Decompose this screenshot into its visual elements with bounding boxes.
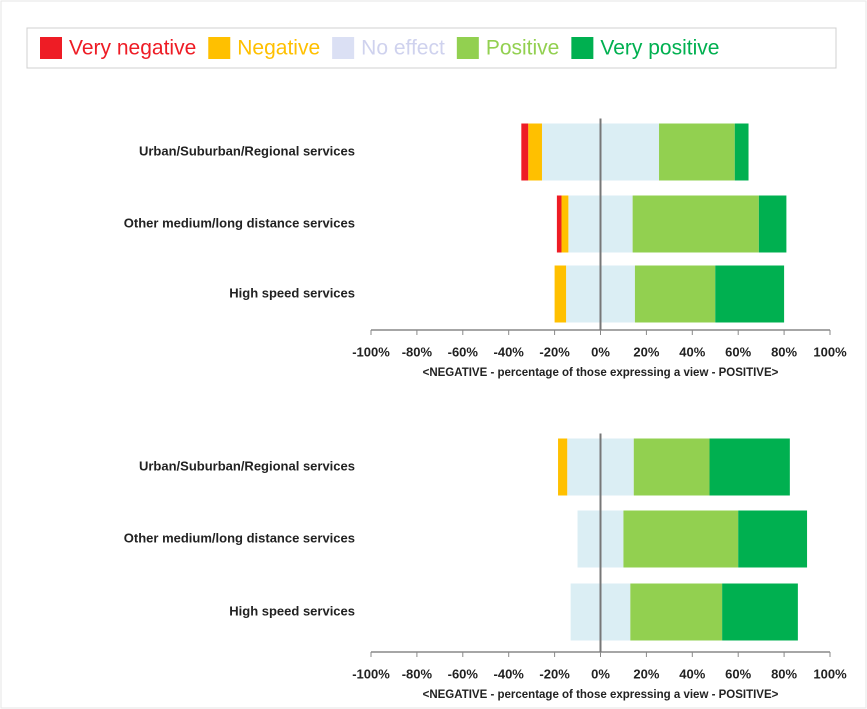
x-tick-label: 60%	[725, 666, 751, 681]
x-tick-label: 100%	[813, 344, 847, 359]
legend-swatch	[208, 37, 231, 59]
bar-segment	[632, 195, 759, 253]
legend-swatch	[40, 37, 62, 59]
bar-segment	[738, 510, 808, 568]
x-tick-label: -100%	[352, 344, 390, 359]
category-label: High speed services	[229, 285, 355, 300]
bar-segment	[633, 438, 710, 496]
bar-segment	[623, 510, 739, 568]
x-tick-label: -60%	[448, 666, 479, 681]
x-tick-label: -80%	[402, 344, 433, 359]
bar-segment	[558, 438, 568, 496]
legend-label: Positive	[486, 37, 560, 60]
bar-segment	[561, 195, 569, 253]
x-tick-label: 20%	[633, 666, 659, 681]
bar-segment	[554, 265, 567, 323]
bar-segment	[758, 195, 787, 253]
x-tick-label: -80%	[402, 666, 433, 681]
x-tick-label: 80%	[771, 344, 797, 359]
bar-segment	[634, 265, 716, 323]
category-label: Urban/Suburban/Regional services	[139, 143, 355, 158]
legend-swatch	[332, 37, 355, 59]
bar-segment	[521, 123, 529, 181]
legend-label: Very positive	[600, 37, 719, 60]
x-tick-label: 0%	[591, 666, 610, 681]
bar-segment	[715, 265, 785, 323]
x-tick-label: 100%	[813, 666, 847, 681]
bar-segment	[659, 123, 735, 181]
x-axis-label: <NEGATIVE - percentage of those expressi…	[423, 689, 779, 701]
x-tick-label: 80%	[771, 666, 797, 681]
bar-segment	[556, 195, 562, 253]
x-tick-label: -20%	[539, 344, 570, 359]
legend-swatch	[571, 37, 594, 59]
legend-label: Negative	[237, 37, 320, 60]
legend-label: Very negative	[69, 37, 196, 60]
legend-box	[26, 27, 837, 69]
x-tick-label: 40%	[679, 344, 705, 359]
category-label: High speed services	[229, 603, 355, 618]
x-tick-label: -40%	[494, 666, 525, 681]
category-label: Other medium/long distance services	[124, 530, 355, 545]
x-axis-label: <NEGATIVE - percentage of those expressi…	[423, 367, 779, 379]
category-label: Urban/Suburban/Regional services	[139, 458, 355, 473]
x-tick-label: 40%	[679, 666, 705, 681]
x-tick-label: -40%	[494, 344, 525, 359]
x-tick-label: 60%	[725, 344, 751, 359]
x-tick-label: -60%	[448, 344, 479, 359]
x-tick-label: 0%	[591, 344, 610, 359]
legend-label: No effect	[361, 37, 445, 60]
legend-swatch	[456, 37, 479, 59]
bar-segment	[630, 583, 723, 641]
category-label: Other medium/long distance services	[124, 215, 355, 230]
x-tick-label: -100%	[352, 666, 390, 681]
bar-segment	[722, 583, 798, 641]
x-tick-label: 20%	[633, 344, 659, 359]
bar-segment	[709, 438, 790, 496]
x-tick-label: -20%	[539, 666, 570, 681]
bar-segment	[734, 123, 749, 181]
bar-segment	[528, 123, 542, 181]
